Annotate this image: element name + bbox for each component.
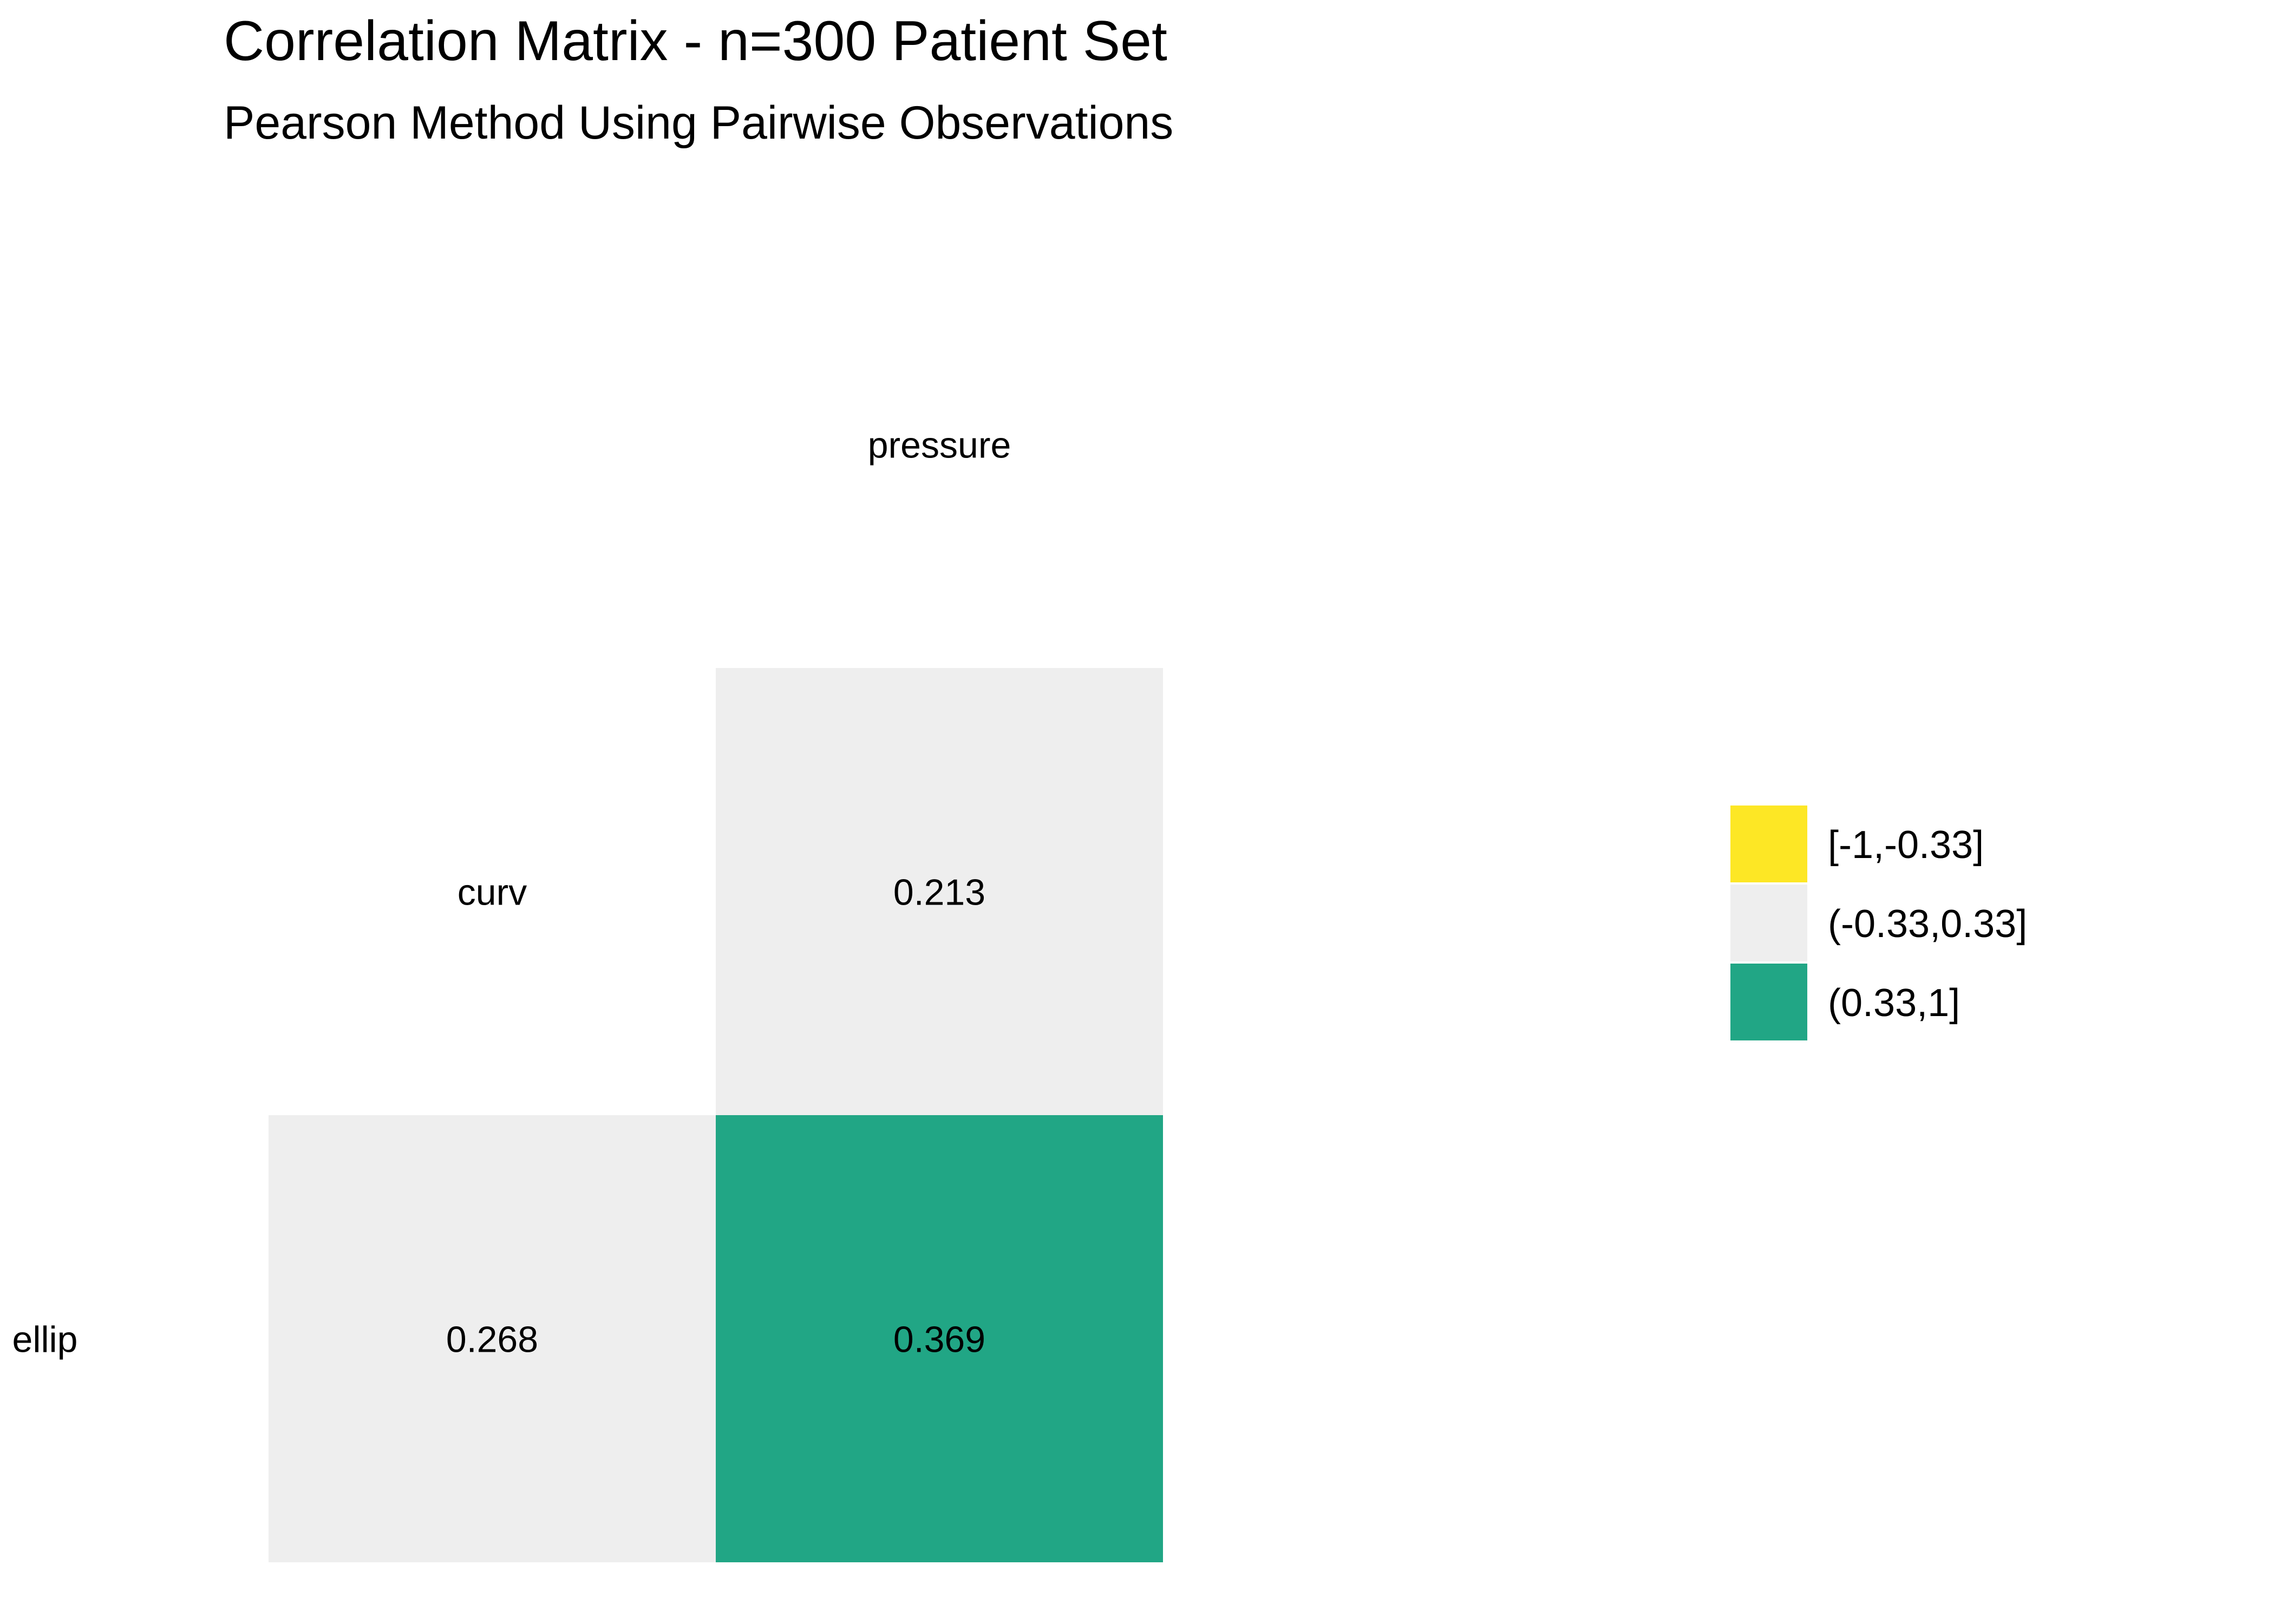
chart-subtitle: Pearson Method Using Pairwise Observatio…: [224, 97, 1174, 149]
variable-label-ellip: ellip: [12, 1319, 78, 1360]
legend-key: [1730, 885, 1807, 961]
variable-label-pressure: pressure: [868, 424, 1011, 466]
legend-label: [-1,-0.33]: [1828, 823, 1984, 867]
variable-label-curv: curv: [458, 872, 527, 913]
legend-key: [1730, 806, 1807, 882]
heatmap-cell-curv-pressure: [716, 668, 1163, 1115]
heatmap-cell-ellip-curv: [269, 1115, 716, 1562]
heatmap-cells: [269, 668, 1163, 1562]
variable-labels: ellip curv pressure: [12, 424, 1011, 1360]
legend-label: (0.33,1]: [1828, 981, 1960, 1025]
legend-key: [1730, 964, 1807, 1040]
cell-value-label: 0.268: [446, 1319, 538, 1360]
heatmap-cell-ellip-pressure: [716, 1115, 1163, 1562]
cell-value-label: 0.213: [893, 872, 985, 913]
legend-label: (-0.33,0.33]: [1828, 902, 2027, 946]
legend: [-1,-0.33] (-0.33,0.33] (0.33,1]: [1730, 806, 2027, 1040]
chart-title: Correlation Matrix - n=300 Patient Set: [224, 10, 1167, 73]
cell-value-label: 0.369: [893, 1319, 985, 1360]
heatmap-cell-labels: 0.213 0.268 0.369: [446, 872, 985, 1360]
